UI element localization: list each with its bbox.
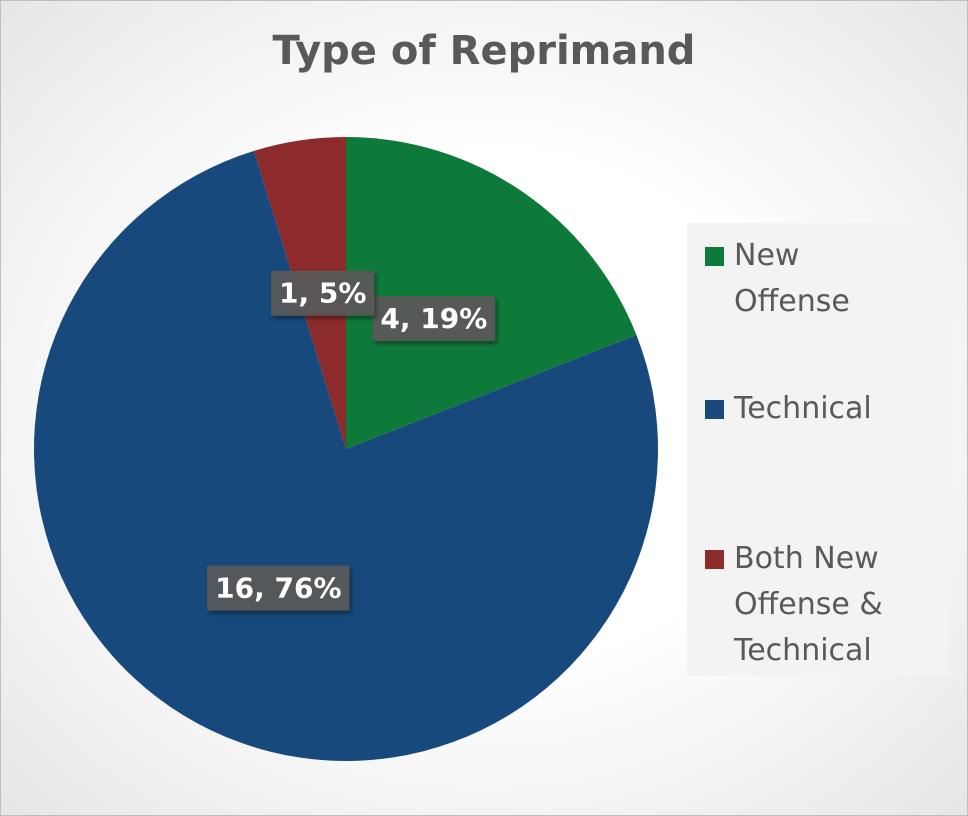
data-label-text: 1, 5% bbox=[279, 277, 366, 310]
legend-item: Both New Offense & Technical bbox=[705, 536, 924, 674]
legend-label: Both New Offense & Technical bbox=[734, 541, 883, 668]
data-label: 1, 5% bbox=[271, 270, 375, 316]
legend-item: Technical bbox=[705, 386, 924, 432]
data-label: 16, 76% bbox=[207, 565, 350, 611]
data-label-box bbox=[207, 565, 350, 611]
legend: New Offense Technical Both New Offense & T… bbox=[687, 223, 949, 676]
legend-swatch bbox=[705, 247, 724, 266]
data-label: 4, 19% bbox=[372, 296, 496, 342]
legend-item: New Offense bbox=[705, 233, 924, 325]
data-label-text: 4, 19% bbox=[380, 302, 487, 335]
pie-slice bbox=[34, 150, 659, 762]
legend-label: New Offense bbox=[734, 238, 850, 319]
data-label-box bbox=[372, 296, 496, 342]
legend-swatch bbox=[705, 400, 724, 419]
pie-slice bbox=[346, 137, 637, 449]
legend-swatch bbox=[705, 550, 724, 569]
data-label-box bbox=[271, 270, 375, 316]
data-label-text: 16, 76% bbox=[215, 572, 341, 605]
chart-title: Type of Reprimand bbox=[273, 28, 696, 74]
legend-label: Technical bbox=[734, 391, 872, 426]
